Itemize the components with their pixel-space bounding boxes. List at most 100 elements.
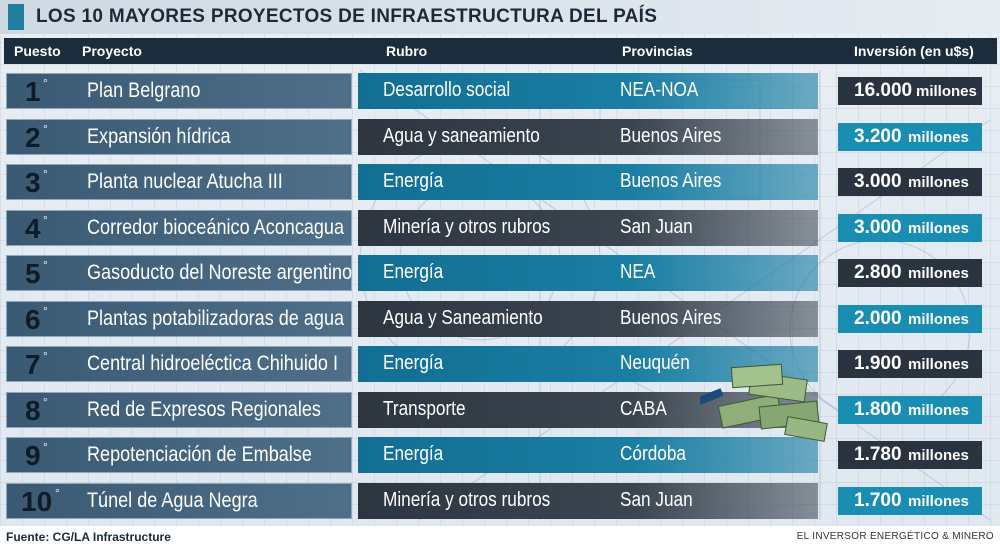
row-band xyxy=(358,118,818,155)
inversion-value: 2.000 xyxy=(854,307,902,329)
rubro-cell: Agua y saneamiento xyxy=(383,124,540,147)
page-title: LOS 10 MAYORES PROYECTOS DE INFRAESTRUCT… xyxy=(36,6,658,27)
inversion-value: 3.200 xyxy=(854,125,902,147)
header-provincias: Provincias xyxy=(622,43,693,59)
inversion-value: 3.000 xyxy=(854,216,902,238)
project-name: Plantas potabilizadoras de agua xyxy=(87,306,345,330)
inversion-cell: 2.000 millones xyxy=(838,304,982,333)
provincias-cell: CABA xyxy=(620,397,667,420)
rank-number: 5 xyxy=(25,258,41,289)
title-bar: LOS 10 MAYORES PROYECTOS DE INFRAESTRUCT… xyxy=(0,0,1000,34)
table-header: Puesto Proyecto Rubro Provincias Inversi… xyxy=(4,38,997,64)
rank-number: 7 xyxy=(25,349,41,380)
row-band xyxy=(358,300,818,337)
footer: Fuente: CG/LA Infrastructure EL INVERSOR… xyxy=(0,526,1000,549)
rank-number: 4 xyxy=(25,212,41,244)
publisher-credit: EL INVERSOR ENERGÉTICO & MINERO xyxy=(796,531,994,542)
provincias-cell: San Juan xyxy=(620,215,693,238)
title-accent-block xyxy=(8,4,24,30)
curved-arrow-icon xyxy=(700,388,724,405)
rank-degree: ° xyxy=(43,167,48,181)
project-cell: 7 ° Central hidroeléctica Chihuido I xyxy=(6,346,352,382)
inversion-cell: 1.900 millones xyxy=(838,350,982,378)
inversion-value: 1.900 xyxy=(854,353,902,374)
header-inversion: Inversión (en u$s) xyxy=(854,43,974,59)
rank-degree: ° xyxy=(43,121,48,136)
table-row: 4 ° Corredor bioceánico Aconcagua Minería y… xyxy=(0,209,1000,246)
row-band xyxy=(358,164,818,200)
project-name: Túnel de Agua Negra xyxy=(87,488,258,512)
inversion-cell: 3.200 millones xyxy=(838,122,982,151)
inversion-cell: 1.700 millones xyxy=(838,486,982,515)
table-row: 1 ° Plan Belgrano Desarrollo social NEA-NOA 1… xyxy=(0,73,1000,109)
header-proyecto: Proyecto xyxy=(82,43,142,59)
table-row: 2 ° Expansión hídrica Agua y saneamiento Bue… xyxy=(0,118,1000,155)
rank-degree: ° xyxy=(43,76,48,90)
rank-number: 10 xyxy=(21,485,53,517)
rubro-cell: Desarrollo social xyxy=(383,79,511,101)
provincias-cell: NEA xyxy=(620,261,656,283)
rank-degree: ° xyxy=(43,212,48,227)
row-band xyxy=(358,437,818,473)
project-cell: 4 ° Corredor bioceánico Aconcagua xyxy=(6,209,352,246)
table-row: 5 ° Gasoducto del Noreste argentino Energía… xyxy=(0,255,1000,291)
project-cell: 6 ° Plantas potabilizadoras de agua xyxy=(6,300,352,337)
inversion-unit: millones xyxy=(908,310,969,328)
inversion-unit: millones xyxy=(908,492,969,510)
rank-degree: ° xyxy=(43,394,48,409)
rank-number: 3 xyxy=(25,167,41,198)
rubro-cell: Energía xyxy=(383,443,444,465)
inversion-unit: millones xyxy=(908,265,969,282)
project-name: Plan Belgrano xyxy=(87,79,201,102)
rank-degree: ° xyxy=(43,440,48,454)
inversion-value: 1.800 xyxy=(854,398,902,420)
inversion-unit: millones xyxy=(908,219,969,237)
project-cell: 10 ° Túnel de Agua Negra xyxy=(6,482,352,519)
provincias-cell: NEA-NOA xyxy=(620,79,699,101)
inversion-value: 3.000 xyxy=(854,171,902,192)
provincias-cell: San Juan xyxy=(620,488,693,511)
rank-degree: ° xyxy=(43,349,48,363)
table-row: 9 ° Repotenciación de Embalse Energía Córdob… xyxy=(0,437,1000,473)
project-name: Red de Expresos Regionales xyxy=(87,397,321,421)
inversion-value: 1.700 xyxy=(854,489,902,511)
project-cell: 8 ° Red de Expresos Regionales xyxy=(6,391,352,428)
project-name: Gasoducto del Noreste argentino xyxy=(87,261,353,284)
project-cell: 5 ° Gasoducto del Noreste argentino xyxy=(6,255,352,291)
row-band xyxy=(358,482,818,519)
project-cell: 3 ° Planta nuclear Atucha III xyxy=(6,164,352,200)
table-row: 10 ° Túnel de Agua Negra Minería y otros ru… xyxy=(0,482,1000,519)
project-cell: 1 ° Plan Belgrano xyxy=(6,73,352,109)
row-band xyxy=(358,255,818,291)
rank-number: 6 xyxy=(25,303,41,335)
source-note: Fuente: CG/LA Infrastructure xyxy=(6,530,171,544)
rank-number: 9 xyxy=(25,440,41,471)
inversion-unit: millones xyxy=(908,356,969,373)
rubro-cell: Energía xyxy=(383,352,444,374)
inversion-unit: millones xyxy=(908,128,969,146)
project-name: Repotenciación de Embalse xyxy=(87,443,312,466)
inversion-unit: millones xyxy=(916,83,977,100)
rubro-cell: Minería y otros rubros xyxy=(383,488,551,511)
table-row: 3 ° Planta nuclear Atucha III Energía Buenos… xyxy=(0,164,1000,200)
rubro-cell: Minería y otros rubros xyxy=(383,215,551,238)
provincias-cell: Buenos Aires xyxy=(620,124,722,147)
inversion-value: 1.780 xyxy=(854,444,902,465)
project-name: Planta nuclear Atucha III xyxy=(87,170,283,193)
header-puesto: Puesto xyxy=(14,43,61,59)
provincias-cell: Neuquén xyxy=(620,352,690,374)
project-cell: 9 ° Repotenciación de Embalse xyxy=(6,437,352,473)
row-band xyxy=(358,73,818,109)
rubro-cell: Energía xyxy=(383,261,444,283)
header-rubro: Rubro xyxy=(386,43,428,59)
inversion-cell: 2.800 millones xyxy=(838,259,982,287)
row-band xyxy=(358,209,818,246)
rubro-cell: Energía xyxy=(383,170,444,192)
table-row: 8 ° Red de Expresos Regionales Transporte CA… xyxy=(0,391,1000,428)
project-cell: 2 ° Expansión hídrica xyxy=(6,118,352,155)
rubro-cell: Agua y Saneamiento xyxy=(383,306,543,329)
inversion-unit: millones xyxy=(908,174,969,191)
table-row: 7 ° Central hidroeléctica Chihuido I Energí… xyxy=(0,346,1000,382)
rank-degree: ° xyxy=(43,258,48,272)
